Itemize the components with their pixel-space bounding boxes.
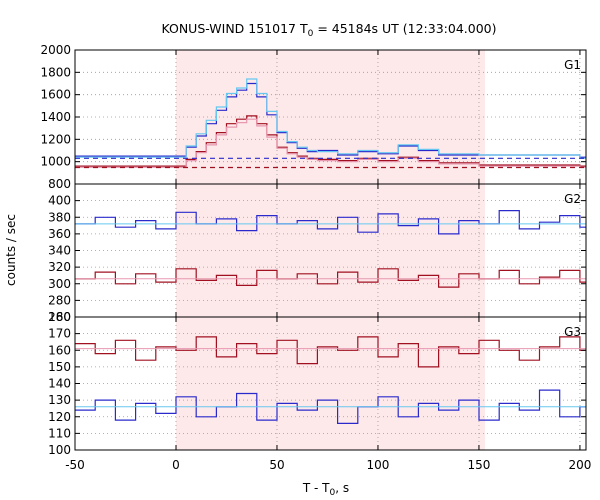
- y-tick-label: 160: [48, 343, 71, 357]
- y-tick-label: 380: [48, 210, 71, 224]
- y-tick-label: 120: [48, 410, 71, 424]
- y-tick-label: 1600: [40, 88, 71, 102]
- series-red-step: [75, 268, 586, 288]
- y-tick-label: 170: [48, 327, 71, 341]
- y-tick-label: 130: [48, 393, 71, 407]
- x-tick-label: 100: [367, 458, 390, 472]
- x-tick-labels: -50 0 50 100 150 200: [65, 458, 591, 472]
- panels: 800100012001400160018002000G126028030032…: [40, 43, 591, 472]
- chart-title-sub: 0: [308, 29, 314, 39]
- y-tick-label: 800: [48, 177, 71, 191]
- y-tick-label: 150: [48, 360, 71, 374]
- x-tick-label: 150: [467, 458, 490, 472]
- y-tick-label: 400: [48, 194, 71, 208]
- y-tick-label: 1400: [40, 110, 71, 124]
- series-light_blue-step: [75, 78, 586, 159]
- y-tick-label: 100: [48, 443, 71, 457]
- x-tick-label: 50: [269, 458, 284, 472]
- x-tick-label: 0: [172, 458, 180, 472]
- y-tick-label: 260: [48, 310, 71, 324]
- x-axis-label-main: T - T: [302, 481, 330, 495]
- svg-text:T - T0, s: T - T0, s: [302, 481, 349, 498]
- x-tick-label: 200: [568, 458, 591, 472]
- svg-text:KONUS-WIND 151017 T0 = 45184s: KONUS-WIND 151017 T0 = 45184s UT (12:33:…: [161, 21, 496, 39]
- panel-label: G2: [564, 192, 581, 206]
- panel-label: G1: [564, 58, 581, 72]
- series-group: [75, 78, 586, 169]
- panel-g1: 800 1000 1200 1400 1600 1800 2000 G1: [40, 43, 587, 191]
- panel-g2: 260 280 300 320 340 360 380 400 G2: [48, 183, 587, 324]
- series-blue-step: [75, 210, 586, 235]
- x-axis-label-tail: , s: [335, 481, 349, 495]
- y-tick-label: 180: [48, 310, 71, 324]
- y-tick-label: 320: [48, 260, 71, 274]
- shaded-interval: [175, 317, 486, 450]
- y-tick-label: 1000: [40, 155, 71, 169]
- y-tick-label: 340: [48, 244, 71, 258]
- y-tick-label: 1800: [40, 65, 71, 79]
- y-tick-label: 280: [48, 293, 71, 307]
- y-tick-label: 140: [48, 377, 71, 391]
- chart-title-tail: = 45184s UT (12:33:04.000): [313, 21, 496, 36]
- series-light_pink-step: [75, 118, 586, 168]
- y-tick-label: 110: [48, 426, 71, 440]
- y-tick-label: 2000: [40, 43, 71, 57]
- series-group: [75, 210, 586, 288]
- x-axis-label: T - T0, s: [302, 481, 349, 498]
- y-axis-label: counts / sec: [4, 214, 18, 286]
- x-tick-label: -50: [65, 458, 85, 472]
- panel-label: G3: [564, 325, 581, 339]
- y-tick-label: 360: [48, 227, 71, 241]
- shaded-interval: [175, 184, 486, 317]
- chart-title-main: KONUS-WIND 151017 T: [161, 21, 307, 36]
- panel-g3: 100 110 120 130 140 150 160 170 180 G3: [48, 310, 587, 457]
- series-group: [75, 336, 586, 424]
- series-blue-step: [75, 389, 586, 424]
- y-tick-label: 1200: [40, 132, 71, 146]
- chart-title: KONUS-WIND 151017 T0 = 45184s UT (12:33:…: [161, 21, 496, 39]
- x-axis-label-sub: 0: [330, 488, 336, 498]
- y-tick-label: 300: [48, 277, 71, 291]
